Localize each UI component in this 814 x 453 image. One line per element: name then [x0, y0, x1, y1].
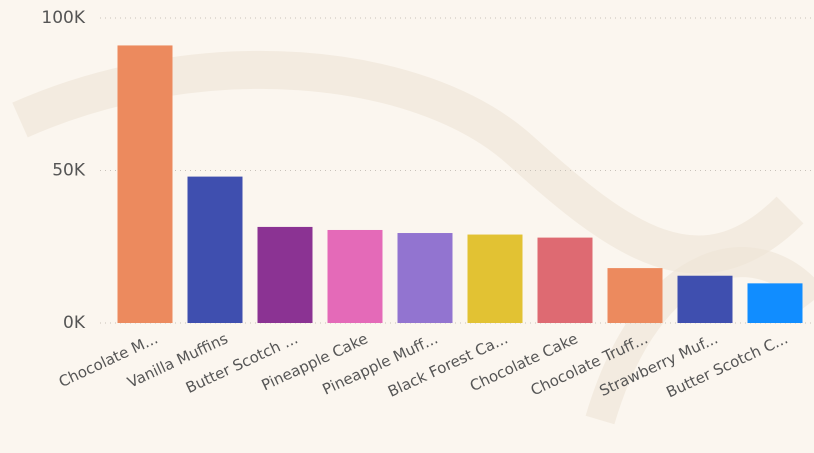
bar	[117, 45, 173, 323]
watermark	[585, 247, 814, 425]
bar	[537, 237, 593, 323]
watermark	[12, 50, 804, 274]
y-tick-label: 100K	[41, 8, 85, 28]
bar	[327, 229, 383, 323]
bar	[607, 268, 663, 323]
bar	[677, 275, 733, 323]
y-tick-label: 0K	[63, 313, 86, 333]
x-tick-label: Pineapple Muff...	[320, 329, 441, 398]
y-tick-label: 50K	[52, 161, 86, 181]
bar	[187, 176, 243, 323]
bar	[257, 226, 313, 323]
x-tick-label: Black Forest Ca...	[385, 329, 511, 400]
bar	[397, 233, 453, 323]
bar	[747, 283, 803, 323]
x-tick-label: Butter Scotch C...	[663, 329, 790, 401]
bar	[467, 234, 523, 323]
